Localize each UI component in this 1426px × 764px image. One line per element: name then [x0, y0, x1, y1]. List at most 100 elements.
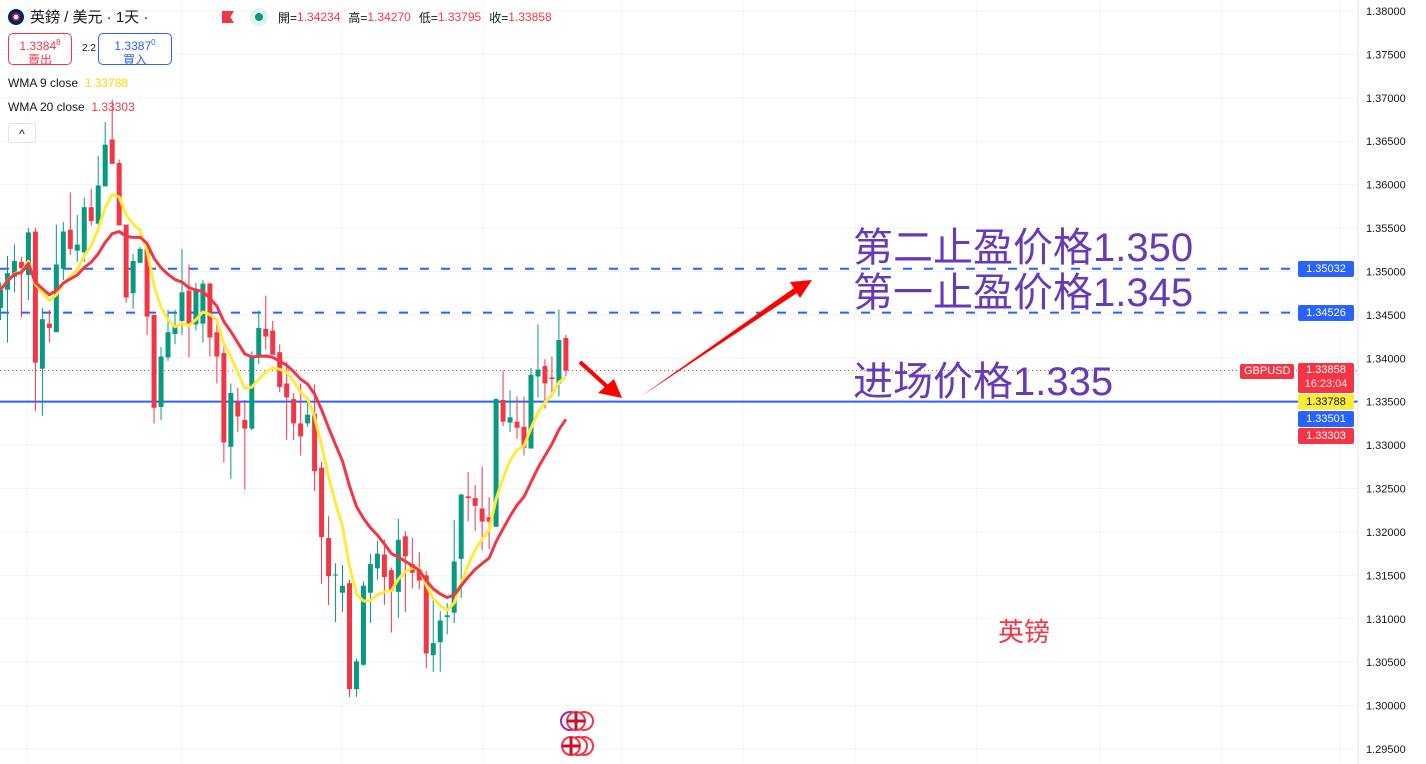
low-value: 1.33795: [437, 10, 482, 24]
candle-up: [193, 288, 199, 325]
uk-flag-cross-icon: [567, 712, 585, 730]
candle-down: [298, 423, 304, 437]
price-axis[interactable]: [1358, 0, 1426, 764]
buy-price-pip: 0: [151, 38, 156, 47]
candle-down: [402, 536, 408, 557]
candle-down: [186, 290, 192, 325]
buy-label: 買入: [122, 53, 147, 67]
wma-lines: [0, 192, 568, 612]
candle-up: [102, 144, 108, 187]
last-price: 1.33858: [1306, 364, 1346, 376]
price-tick-label: 1.31000: [1366, 614, 1406, 626]
uk-flag-icon: [8, 8, 24, 25]
take-profit-2-annotation: 第二止盈价格1.350: [853, 226, 1194, 270]
candle-down: [270, 330, 276, 355]
candle-up: [444, 615, 450, 618]
candle-down: [291, 399, 297, 424]
legend-wma20[interactable]: WMA 20 close 1.33303: [8, 100, 135, 114]
candle-up: [165, 332, 171, 358]
tp1-price-badge: 1.34526: [1298, 305, 1354, 321]
candle-up: [353, 661, 359, 690]
candle-down: [549, 377, 555, 380]
candle-down: [116, 162, 122, 226]
event-icons[interactable]: [560, 711, 594, 756]
candle-down: [563, 337, 569, 371]
candle-up: [535, 369, 541, 377]
candle-down: [381, 554, 387, 578]
arrow-up-head: [790, 280, 812, 298]
candle-down: [67, 229, 73, 249]
arrow-down-head: [598, 379, 622, 398]
collapse-legend-button[interactable]: ^: [8, 123, 36, 143]
flag-icon[interactable]: [222, 11, 234, 23]
take-profit-1-annotation: 第一止盈价格1.345: [853, 271, 1194, 315]
candle-up: [340, 585, 346, 593]
candle-down: [486, 517, 492, 522]
candle-down: [326, 538, 332, 577]
market-open-icon: [250, 8, 268, 26]
candle-up: [0, 289, 3, 308]
candle-down: [88, 207, 94, 222]
candle-up: [11, 261, 17, 277]
buy-button[interactable]: 1.33870 買入: [98, 33, 172, 67]
candle-down: [347, 583, 352, 690]
symbol-price-label: GBPUSD: [1240, 364, 1295, 379]
price-tick-label: 1.35500: [1366, 223, 1406, 235]
symbol-title[interactable]: 英鎊 / 美元 · 1天 ·: [8, 6, 148, 27]
candle-down: [263, 328, 269, 337]
sell-price-pip: 8: [56, 38, 61, 47]
candle-up: [95, 185, 101, 224]
open-value: 1.34234: [297, 10, 341, 24]
candle-up: [53, 264, 59, 333]
candle-up: [360, 585, 366, 665]
wma20-label: WMA 20 close: [8, 100, 85, 114]
price-tick-label: 1.32500: [1366, 484, 1406, 496]
price-tick-label: 1.35000: [1366, 266, 1406, 278]
candle-up: [305, 414, 311, 424]
price-tick-label: 1.37500: [1366, 49, 1406, 61]
candle-down: [109, 139, 115, 164]
candle-down: [514, 421, 520, 428]
price-axis-labels: 1.38000 1.37500 1.37000 1.36500 1.36000 1.355…: [1366, 6, 1406, 756]
open-label: 開=: [278, 10, 298, 25]
candle-up: [172, 324, 178, 334]
wma9-value: 1.33788: [84, 76, 129, 90]
price-tick-label: 1.33500: [1366, 397, 1406, 409]
wma20-value: 1.33303: [91, 100, 135, 114]
entry-price-badge: 1.33501: [1298, 411, 1354, 427]
wma20-line: [0, 230, 568, 599]
tp2-price-badge: 1.35032: [1298, 261, 1354, 277]
price-tick-label: 1.38000: [1366, 6, 1406, 18]
price-tick-label: 1.36500: [1366, 136, 1406, 148]
candle-up: [437, 620, 443, 643]
candle-up: [81, 207, 87, 253]
candle-down: [472, 498, 478, 506]
candle-up: [179, 292, 185, 321]
high-value: 1.34270: [367, 10, 411, 24]
price-tick-label: 1.31500: [1366, 570, 1406, 582]
wma9-line: [0, 192, 567, 612]
legend-wma9[interactable]: WMA 9 close 1.33788: [8, 76, 128, 90]
price-tick-label: 1.36000: [1366, 180, 1406, 192]
candle-up: [367, 564, 373, 593]
candle-up: [228, 393, 234, 447]
wma20-price-badge: 1.33303: [1298, 428, 1354, 444]
watermark-text: 英镑: [998, 618, 1051, 648]
candle-down: [207, 283, 213, 338]
sell-button[interactable]: 1.33848 賣出: [8, 33, 72, 67]
candle-up: [374, 553, 380, 569]
close-value: 1.33858: [508, 10, 552, 24]
arrow-up-shaft: [640, 288, 797, 397]
candle-down: [235, 401, 241, 417]
price-tick-label: 1.33000: [1366, 440, 1406, 452]
price-tick-label: 1.34500: [1366, 310, 1406, 322]
sell-price: 1.3384: [19, 39, 57, 53]
candle-down: [465, 496, 471, 499]
grid: [0, 0, 1358, 764]
arrows: [578, 280, 812, 398]
price-tick-label: 1.34000: [1366, 353, 1406, 365]
candle-up: [256, 327, 262, 358]
price-tick-label: 1.37000: [1366, 93, 1406, 105]
candle-down: [151, 314, 157, 408]
